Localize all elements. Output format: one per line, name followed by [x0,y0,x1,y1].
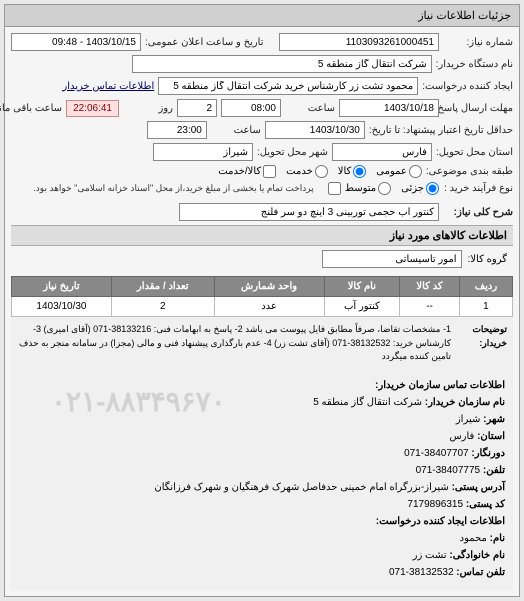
deadline-time-input[interactable] [221,99,281,117]
watermark: ۰۲۱-۸۸۳۴۹۶۷۰ [51,380,226,425]
radio-public[interactable] [409,165,422,178]
radio-medium-label[interactable]: متوسط [345,182,391,195]
radio-small[interactable] [426,182,439,195]
radio-services[interactable] [315,165,328,178]
days-input[interactable] [177,99,217,117]
th-row: ردیف [459,277,512,297]
check-goods-services[interactable] [263,165,276,178]
announce-input[interactable] [11,33,141,51]
th-code: کد کالا [400,277,460,297]
requester-label: ایجاد کننده درخواست: [422,81,513,92]
explain-text: 1- مشخصات تقاضا، صرفاً مطابق فایل پیوست … [17,323,451,364]
row-group: گروه کالا: [11,246,513,272]
payment-checkbox[interactable] [328,182,341,195]
requester-input[interactable] [158,77,418,95]
row-process: نوع فرآیند خرید : جزئی متوسط پرداخت تمام… [11,182,513,195]
buyer-org-input[interactable] [132,55,432,73]
delivery-city-label: شهر محل تحویل: [257,147,328,158]
radio-public-label[interactable]: عمومی [376,165,422,178]
th-unit: واحد شمارش [214,277,324,297]
explain-box: توضیحات خریدار: 1- مشخصات تقاضا، صرفاً م… [11,317,513,370]
need-details-panel: جزئیات اطلاعات نیاز شماره نیاز: تاریخ و … [4,4,520,597]
min-valid-label: حداقل تاریخ اعتبار پیشنهاد: تا تاریخ: [369,125,513,136]
general-desc-input[interactable] [179,203,439,221]
row-general-desc: شرح کلی نیاز: [11,203,513,221]
creator-title: اطلاعات ایجاد کننده درخواست: [19,514,505,530]
delivery-state-label: استان محل تحویل: [436,147,513,158]
process-label: نوع فرآیند خرید : [443,183,513,194]
process-radio-group: جزئی متوسط [345,182,439,195]
contact-fax: دورنگار: 38407707-071 [19,446,505,462]
deadline-label: مهلت ارسال پاسخ: تا تاریخ: [443,103,513,114]
row-buyer-org: نام دستگاه خریدار: [11,55,513,73]
radio-services-label[interactable]: خدمت [286,165,328,178]
contact-postal: کد پستی: 7179896315 [19,497,505,513]
need-number-input[interactable] [279,33,439,51]
announce-label: تاریخ و ساعت اعلان عمومی: [145,37,264,48]
contact-link[interactable]: اطلاعات تماس خریدار [62,81,154,92]
time-label-1: ساعت [285,103,335,114]
th-date: تاریخ نیاز [12,277,112,297]
group-label: گروه کالا: [468,254,507,265]
cell-row: 1 [459,297,512,317]
min-valid-date-input[interactable] [265,121,365,139]
remaining-timer: 22:06:41 [66,100,119,117]
delivery-city-input[interactable] [153,143,253,161]
radio-medium[interactable] [378,182,391,195]
time-label-2: ساعت [211,125,261,136]
payment-note: پرداخت تمام یا بخشی از مبلغ خرید،از محل … [33,183,313,194]
days-label: روز [123,103,173,114]
cell-name: کنتور آب [324,297,400,317]
general-desc-label: شرح کلی نیاز: [443,207,513,218]
row-min-valid: حداقل تاریخ اعتبار پیشنهاد: تا تاریخ: سا… [11,121,513,139]
cell-unit: عدد [214,297,324,317]
th-qty: تعداد / مقدار [111,277,214,297]
contact-name: نام: محمود [19,531,505,547]
goods-table: ردیف کد کالا نام کالا واحد شمارش تعداد /… [11,276,513,317]
cell-code: -- [400,297,460,317]
contact-phone: تلفن: 38407775-071 [19,463,505,479]
panel-body: شماره نیاز: تاریخ و ساعت اعلان عمومی: نا… [5,27,519,596]
radio-goods-label[interactable]: کالا [338,165,367,178]
explain-label: توضیحات خریدار: [457,323,507,364]
delivery-state-input[interactable] [332,143,432,161]
row-delivery: استان محل تحویل: شهر محل تحویل: [11,143,513,161]
panel-title: جزئیات اطلاعات نیاز [5,5,519,27]
th-name: نام کالا [324,277,400,297]
contact-tel: تلفن تماس: 38132532-071 [19,565,505,581]
radio-goods[interactable] [353,165,366,178]
contact-address: آدرس پستی: شیراز-بزرگراه امام خمینی حدفا… [19,480,505,496]
goods-info-title: اطلاعات کالاهای مورد نیاز [11,225,513,246]
budget-radio-group: عمومی کالا خدمت کالا/خدمت [218,165,422,178]
budget-label: طبقه بندی موضوعی: [426,166,513,177]
table-header-row: ردیف کد کالا نام کالا واحد شمارش تعداد /… [12,277,513,297]
need-number-label: شماره نیاز: [443,37,513,48]
contact-box: ۰۲۱-۸۸۳۴۹۶۷۰ اطلاعات تماس سازمان خریدار:… [11,370,513,590]
row-budget: طبقه بندی موضوعی: عمومی کالا خدمت کالا/خ… [11,165,513,178]
check-goods-services-label[interactable]: کالا/خدمت [218,165,276,178]
row-deadline: مهلت ارسال پاسخ: تا تاریخ: ساعت روز 22:0… [11,99,513,117]
row-requester: ایجاد کننده درخواست: اطلاعات تماس خریدار [11,77,513,95]
radio-small-label[interactable]: جزئی [401,182,439,195]
buyer-org-label: نام دستگاه خریدار: [436,59,513,70]
cell-date: 1403/10/30 [12,297,112,317]
group-input[interactable] [322,250,462,268]
contact-surname: نام خانوادگی: تشت زر [19,548,505,564]
cell-qty: 2 [111,297,214,317]
contact-state: استان: فارس [19,429,505,445]
remaining-label: ساعت باقی مانده [0,103,62,114]
deadline-date-input[interactable] [339,99,439,117]
payment-note-check[interactable]: پرداخت تمام یا بخشی از مبلغ خرید،از محل … [33,182,340,195]
min-valid-time-input[interactable] [147,121,207,139]
table-row[interactable]: 1 -- کنتور آب عدد 2 1403/10/30 [12,297,513,317]
row-need-number: شماره نیاز: تاریخ و ساعت اعلان عمومی: [11,33,513,51]
